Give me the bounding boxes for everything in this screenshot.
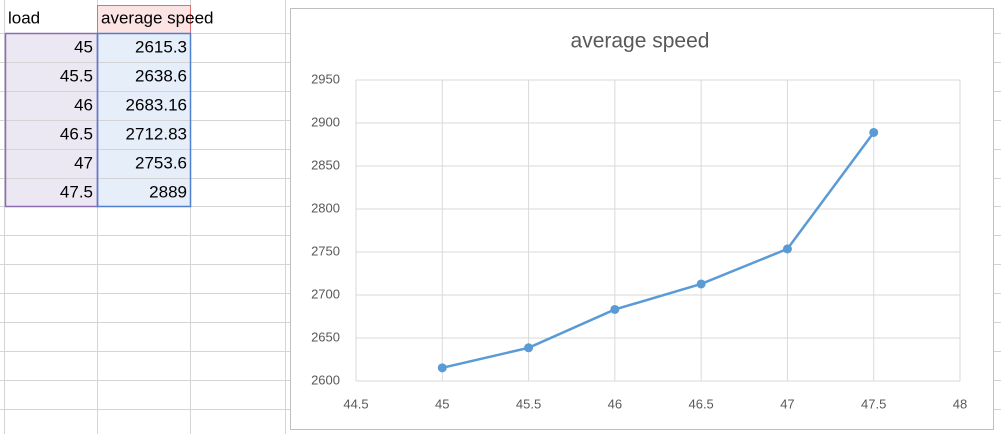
- data-point: [696, 279, 706, 289]
- x-tick-label: 48: [953, 396, 967, 411]
- data-point: [869, 127, 879, 137]
- selection-fill: [97, 33, 190, 206]
- cell: 2753.6: [135, 153, 187, 172]
- y-tick-label: 2650: [311, 329, 340, 344]
- cell: 2638.6: [135, 66, 187, 85]
- chart-area[interactable]: [290, 8, 994, 430]
- x-tick-label: 46.5: [688, 396, 713, 411]
- cell: 45: [74, 37, 93, 56]
- cell: 2615.3: [135, 37, 187, 56]
- x-tick-label: 45: [435, 396, 449, 411]
- data-point: [610, 304, 620, 314]
- cell: 47.5: [60, 182, 93, 201]
- y-tick-label: 2850: [311, 157, 340, 172]
- cell: 45.5: [60, 66, 93, 85]
- header-highlight: [97, 5, 190, 33]
- data-point: [524, 343, 534, 353]
- cell: 2712.83: [126, 124, 187, 143]
- data-line: [442, 131, 875, 370]
- cell: 2683.16: [126, 95, 187, 114]
- y-tick-label: 2950: [311, 71, 340, 86]
- x-tick-label: 44.5: [343, 396, 368, 411]
- chart-title: average speed: [571, 30, 710, 53]
- cell: 46: [74, 95, 93, 114]
- y-tick-label: 2750: [311, 243, 340, 258]
- y-tick-label: 2600: [311, 372, 340, 387]
- cell: 2889: [149, 182, 187, 201]
- header-cell: load: [8, 8, 40, 27]
- cell: 47: [74, 153, 93, 172]
- header-cell: average speed: [101, 8, 213, 27]
- y-tick-label: 2900: [311, 114, 340, 129]
- y-tick-label: 2800: [311, 200, 340, 215]
- x-tick-label: 47.5: [861, 396, 886, 411]
- y-tick-label: 2700: [311, 286, 340, 301]
- data-point: [782, 244, 792, 254]
- x-tick-label: 46: [608, 396, 622, 411]
- data-point: [437, 363, 447, 373]
- x-tick-label: 45.5: [516, 396, 541, 411]
- x-tick-label: 47: [780, 396, 794, 411]
- selection-border: [96, 32, 192, 208]
- cell: 46.5: [60, 124, 93, 143]
- selection-fill: [5, 33, 97, 206]
